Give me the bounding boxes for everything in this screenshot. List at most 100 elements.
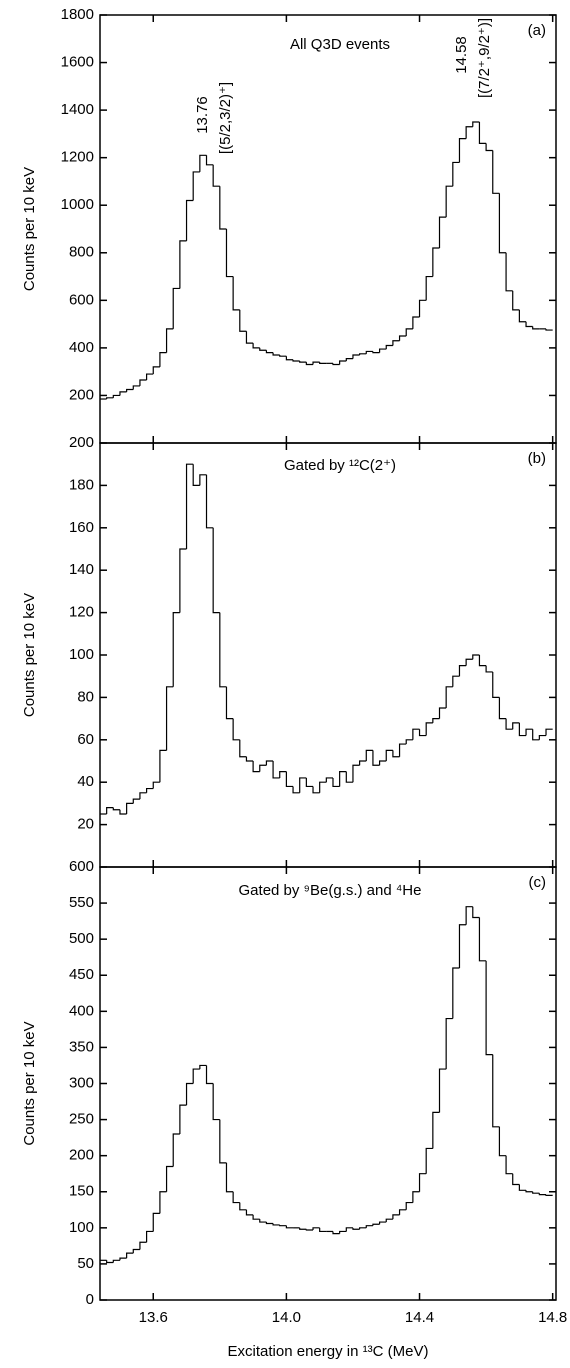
- histogram-step: [185, 199, 194, 241]
- histogram-step: [265, 1222, 274, 1225]
- histogram-step: [192, 171, 200, 201]
- histogram-step: [452, 675, 460, 687]
- histogram-step: [219, 612, 227, 688]
- annotation: Gated by ¹²C(2⁺): [284, 457, 396, 474]
- histogram-step: [159, 1191, 167, 1214]
- histogram-step: [392, 750, 400, 758]
- annotation: [(7/2⁺,9/2⁺)]: [476, 18, 493, 98]
- y-tick-label: 500: [69, 930, 94, 947]
- histogram-step: [538, 1193, 547, 1196]
- panel-label: (c): [529, 874, 547, 891]
- histogram-step: [432, 247, 440, 277]
- histogram-step: [165, 328, 174, 353]
- histogram-step: [199, 1064, 207, 1070]
- histogram-step: [365, 350, 373, 354]
- histogram-step: [219, 1119, 227, 1164]
- histogram-step: [492, 671, 500, 698]
- histogram-step: [359, 353, 367, 356]
- plot-frame: [99, 866, 557, 1301]
- y-tick-label: 160: [69, 519, 94, 536]
- y-tick-label: 80: [77, 688, 94, 705]
- histogram-step: [392, 1214, 400, 1220]
- histogram-step: [205, 155, 214, 166]
- y-tick-label: 350: [69, 1038, 94, 1055]
- histogram-step: [312, 361, 320, 365]
- y-axis-label: Counts per 10 keV: [21, 593, 38, 717]
- histogram-step: [345, 771, 353, 783]
- histogram-step: [438, 707, 447, 719]
- histogram-step: [332, 1231, 340, 1235]
- histogram-step: [252, 761, 260, 773]
- histogram-step: [438, 216, 447, 249]
- histogram-step: [272, 352, 280, 356]
- histogram-step: [418, 299, 427, 317]
- histogram-step: [545, 328, 553, 331]
- histogram-step: [359, 1227, 367, 1230]
- histogram-step: [438, 1068, 447, 1113]
- histogram-step: [405, 739, 413, 745]
- histogram-step: [225, 229, 234, 278]
- histogram-step: [112, 394, 120, 398]
- histogram-step: [532, 1191, 540, 1194]
- histogram-step: [525, 1190, 533, 1193]
- histogram-step: [505, 252, 513, 292]
- y-tick-label: 400: [69, 1002, 94, 1019]
- histogram-step: [145, 1230, 154, 1243]
- histogram-step: [345, 1227, 353, 1232]
- y-tick-label: 1000: [61, 196, 94, 213]
- histogram-step: [352, 764, 360, 783]
- y-tick-label: 600: [69, 858, 94, 875]
- histogram-step: [372, 1223, 380, 1226]
- histogram-step: [485, 143, 493, 152]
- histogram-step: [545, 1194, 553, 1196]
- histogram-step: [299, 777, 307, 793]
- histogram-step: [545, 728, 553, 736]
- histogram-step: [492, 1054, 500, 1128]
- y-tick-label: 300: [69, 1074, 94, 1091]
- annotation: All Q3D events: [290, 36, 390, 53]
- histogram-step: [299, 1227, 307, 1230]
- histogram-step: [259, 1219, 267, 1223]
- histogram-step: [365, 749, 373, 761]
- y-tick-label: 200: [69, 1147, 94, 1164]
- histogram-step: [139, 379, 147, 386]
- annotation: 14.58: [453, 36, 470, 74]
- histogram-step: [152, 366, 160, 375]
- histogram-step: [265, 350, 274, 354]
- y-tick-label: 450: [69, 966, 94, 983]
- histogram-step: [532, 326, 540, 330]
- y-tick-label: 150: [69, 1183, 94, 1200]
- histogram-step: [139, 792, 147, 800]
- histogram-step: [106, 1260, 114, 1264]
- histogram-step: [538, 734, 547, 740]
- histogram-step: [478, 122, 487, 144]
- histogram-step: [245, 331, 254, 344]
- histogram-step: [132, 385, 140, 390]
- histogram-step: [205, 474, 214, 529]
- histogram-step: [126, 802, 134, 814]
- panel-label: (b): [528, 450, 546, 467]
- y-tick-label: 250: [69, 1111, 94, 1128]
- histogram-step: [245, 756, 254, 762]
- histogram-step: [232, 276, 240, 311]
- histogram-step: [458, 138, 467, 163]
- histogram-step: [279, 355, 287, 357]
- histogram-step: [285, 771, 294, 788]
- y-tick-label: 1200: [61, 149, 94, 166]
- histogram-step: [239, 1202, 247, 1211]
- histogram-step: [126, 1252, 134, 1259]
- histogram-step: [425, 275, 433, 301]
- annotation: [(5/2,3/2)⁺]: [217, 82, 234, 154]
- histogram-step: [172, 612, 180, 687]
- histogram-step: [305, 777, 314, 788]
- histogram-step: [452, 967, 460, 1019]
- histogram-step: [359, 760, 367, 766]
- histogram-step: [365, 1225, 373, 1228]
- histogram-step: [432, 1111, 440, 1149]
- histogram-step: [445, 686, 453, 708]
- histogram-step: [232, 718, 240, 741]
- y-tick-label: 100: [69, 1219, 94, 1236]
- histogram-step: [512, 722, 520, 730]
- histogram-step: [279, 1224, 287, 1227]
- histogram-step: [372, 750, 380, 766]
